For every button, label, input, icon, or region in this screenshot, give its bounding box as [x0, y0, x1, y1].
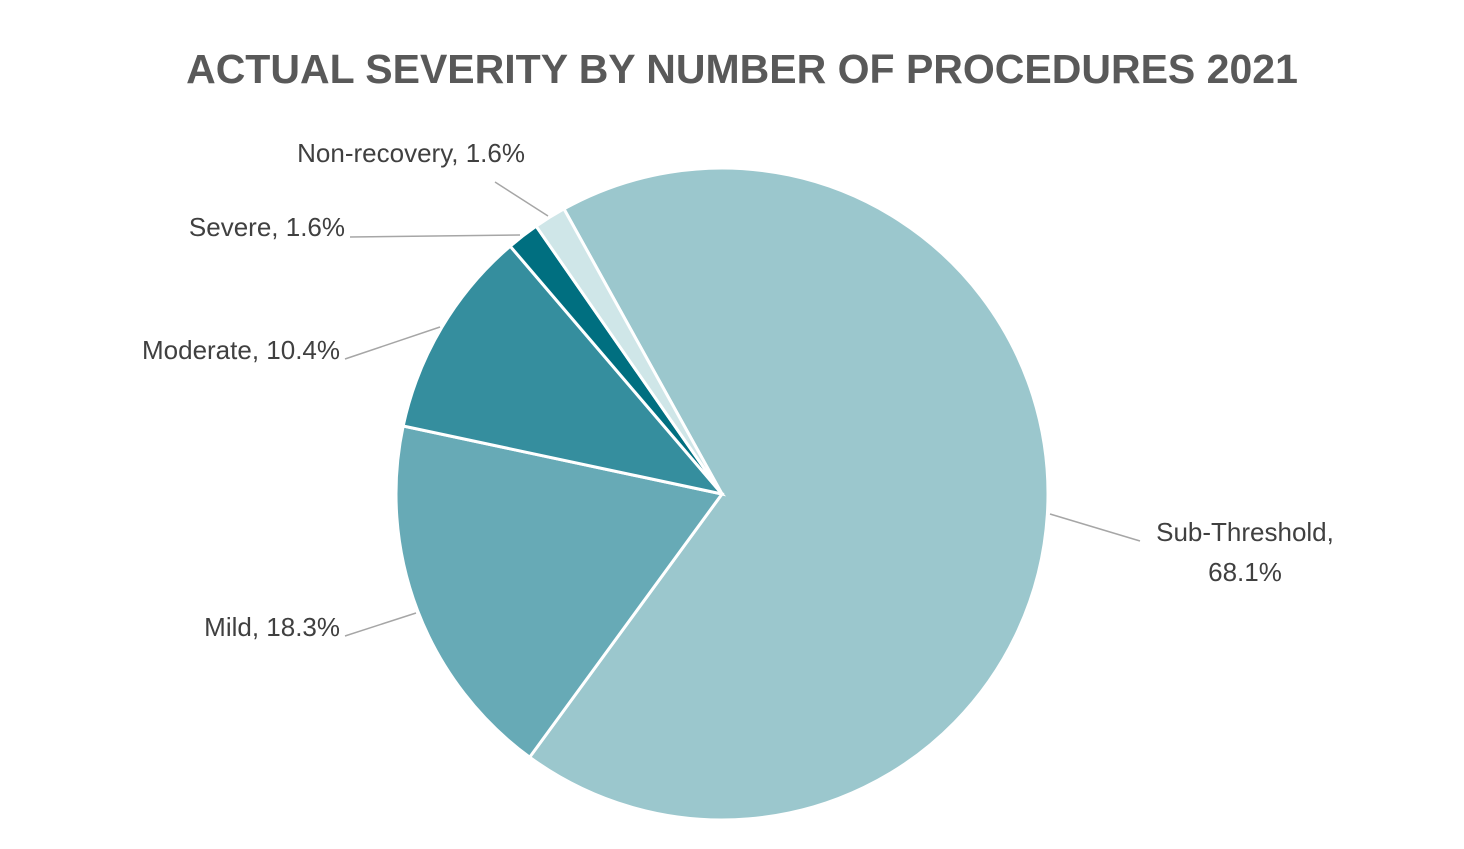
leader-line — [494, 181, 549, 217]
pie-slice-sub-threshold — [527, 166, 1050, 822]
data-label: Sub-Threshold, — [1156, 517, 1334, 547]
leader-line — [349, 234, 521, 238]
pie-slice-mild — [394, 424, 725, 760]
data-label: Severe, 1.6% — [189, 212, 345, 242]
pie-slice-non-recovery — [534, 206, 724, 495]
leader-line — [1049, 513, 1141, 542]
chart-title: ACTUAL SEVERITY BY NUMBER OF PROCEDURES … — [186, 46, 1298, 92]
data-label: 68.1% — [1208, 557, 1282, 587]
leader-line — [344, 612, 417, 637]
data-label: Moderate, 10.4% — [142, 335, 340, 365]
leader-line — [344, 326, 441, 360]
pie-slice-moderate — [401, 244, 727, 497]
data-label: Non-recovery, 1.6% — [297, 138, 525, 168]
data-label: Mild, 18.3% — [204, 612, 340, 642]
